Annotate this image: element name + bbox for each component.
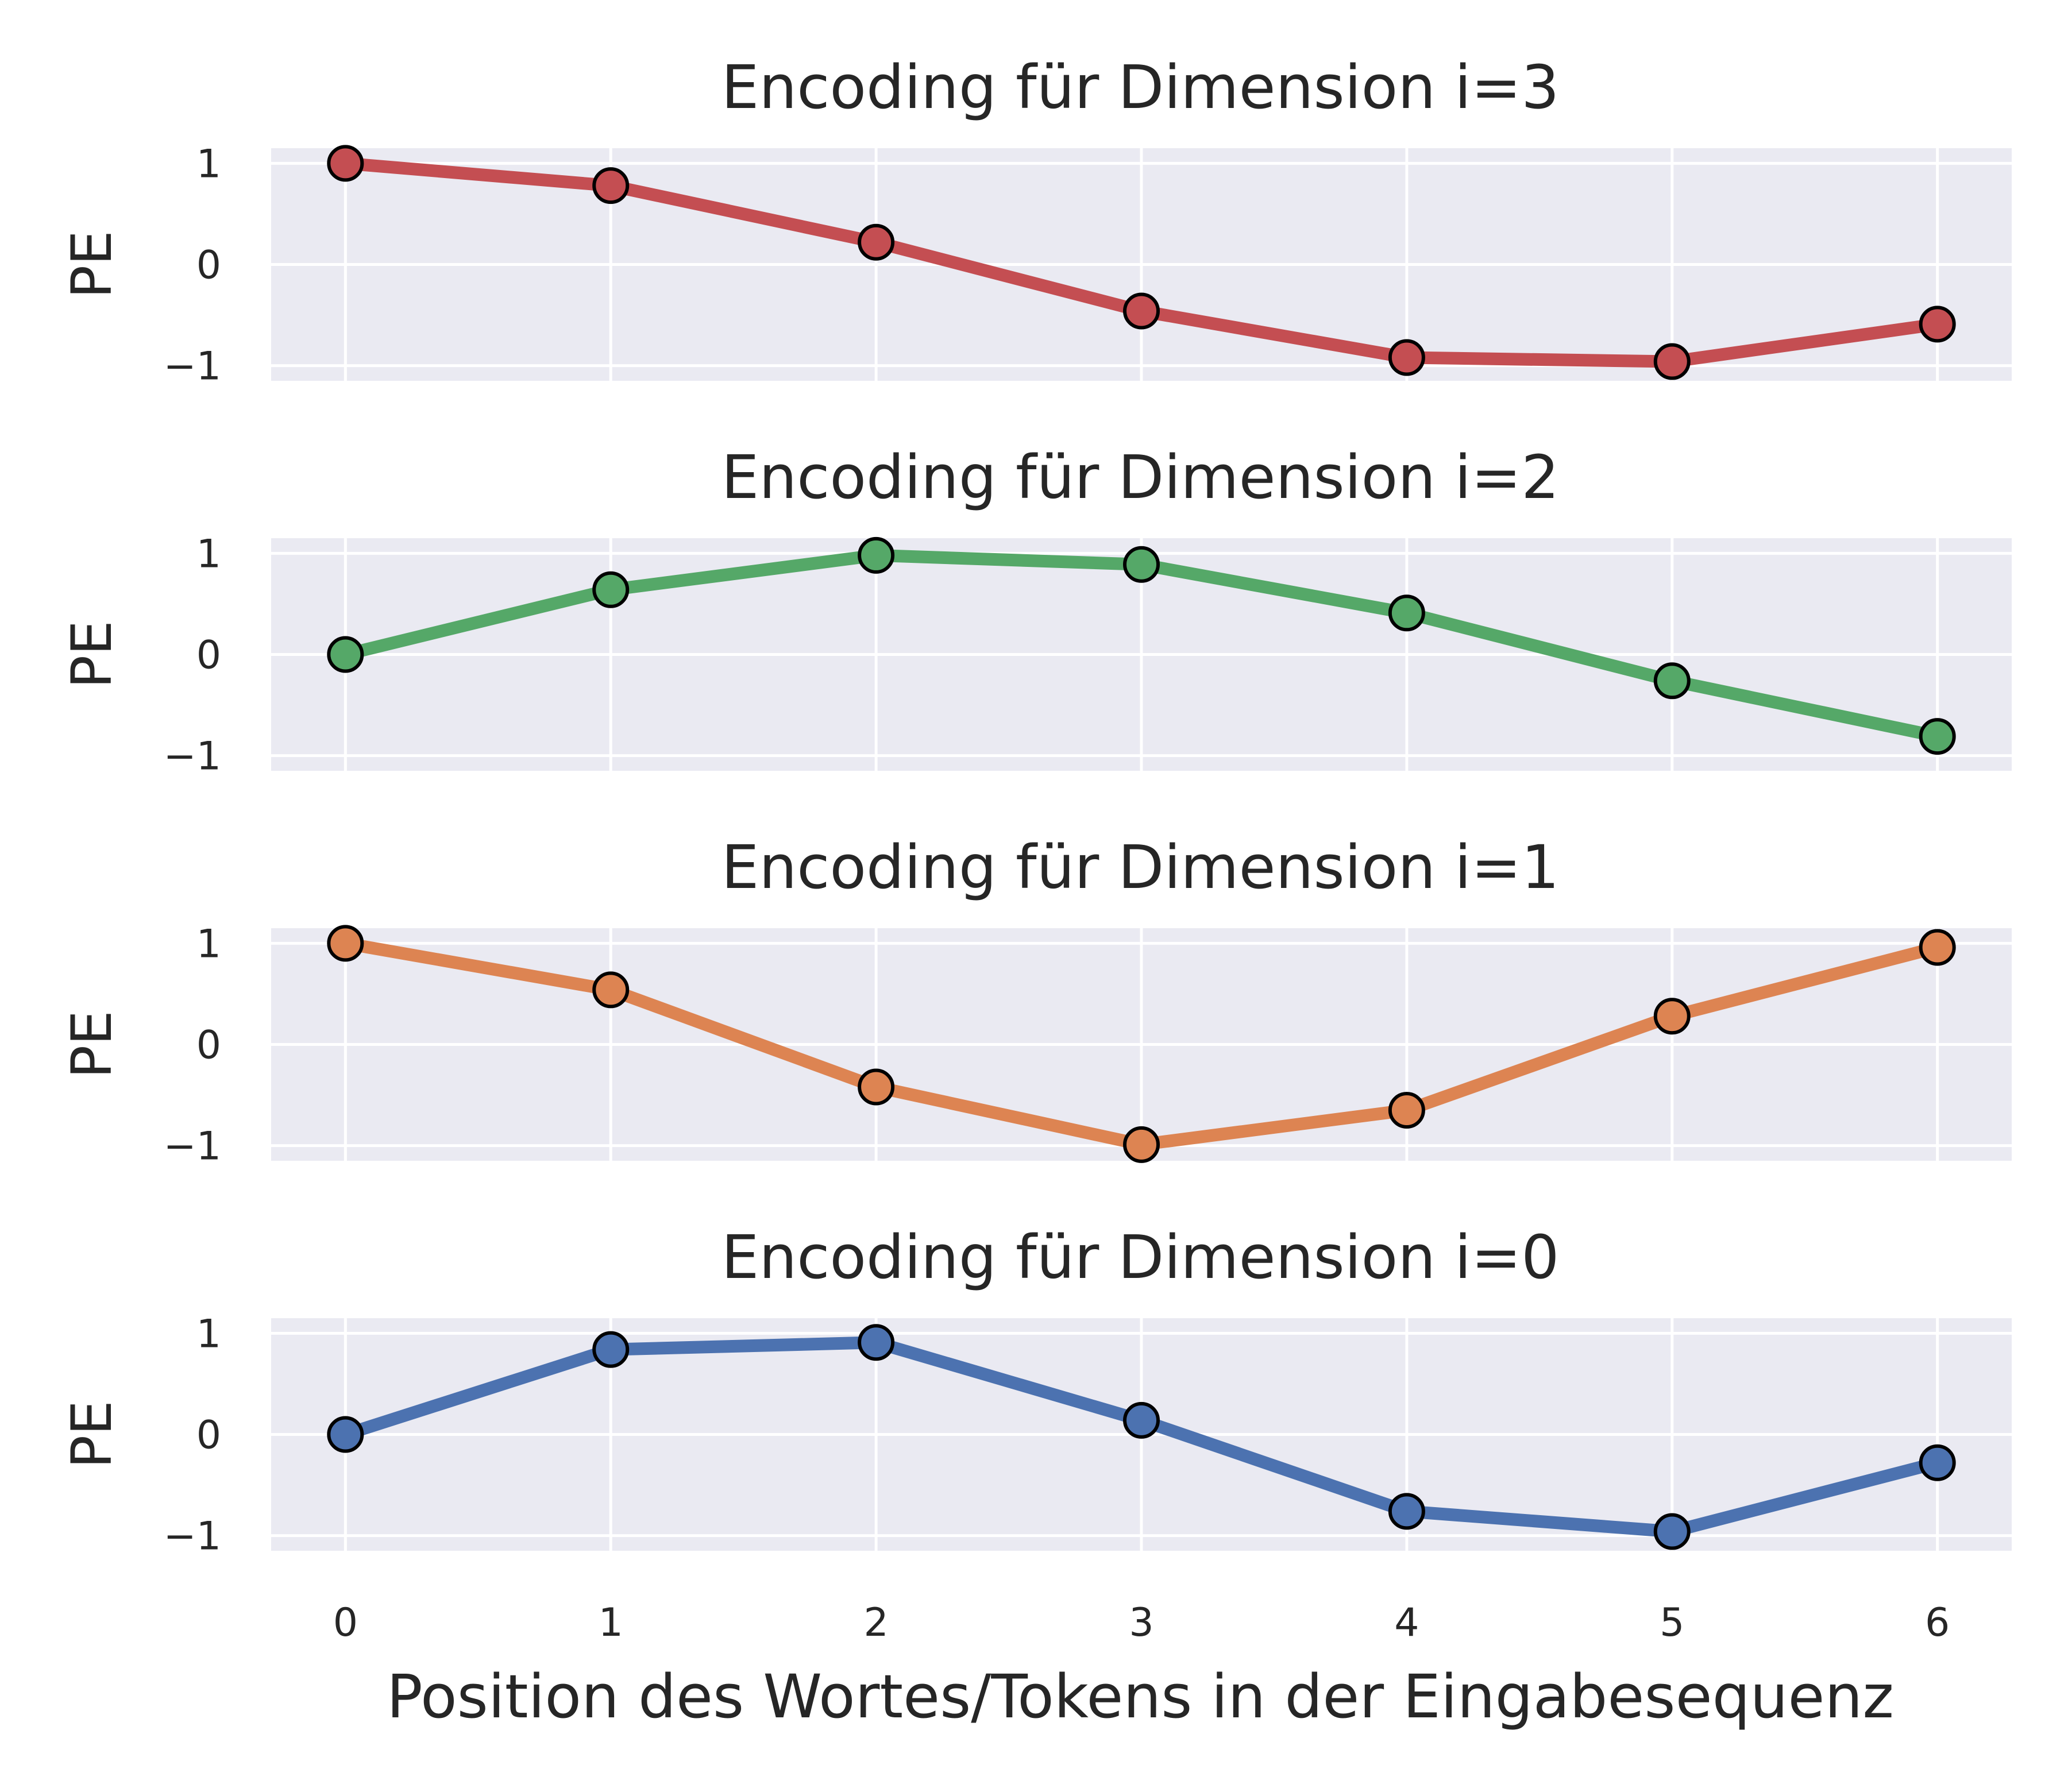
- x-tick-label: 2: [863, 1600, 888, 1646]
- data-point: [1388, 339, 1425, 376]
- y-axis-label: PE: [60, 620, 124, 689]
- data-point: [327, 925, 364, 962]
- y-tick-label: 1: [196, 141, 221, 187]
- data-point: [1123, 1126, 1160, 1163]
- data-point: [592, 971, 630, 1009]
- y-tick-label: 1: [196, 1311, 221, 1357]
- data-point: [1123, 546, 1160, 583]
- y-tick-label: 0: [196, 1023, 221, 1068]
- data-point: [327, 1416, 364, 1453]
- y-axis-label: PE: [60, 230, 124, 299]
- data-point: [327, 145, 364, 182]
- subplot-2: −1 0 1 Encoding für Dimension i=1 PE: [60, 832, 2012, 1169]
- subplot-panels: −1 0 1 Encoding für Dimension i=3 PE −1 0 1 Enco…: [60, 52, 2012, 1646]
- x-tick-label: 0: [333, 1600, 358, 1646]
- subplot-title: Encoding für Dimension i=1: [722, 832, 1560, 902]
- subplot-1: −1 0 1 Encoding für Dimension i=2 PE: [60, 442, 2012, 779]
- data-point: [1919, 929, 1956, 966]
- data-point: [858, 223, 895, 261]
- data-point: [1123, 1401, 1160, 1439]
- data-point: [1388, 1091, 1425, 1129]
- data-point: [1388, 1493, 1425, 1530]
- y-tick-label: 0: [196, 1413, 221, 1458]
- y-tick-label: 1: [196, 531, 221, 577]
- y-tick-label: −1: [164, 734, 221, 779]
- data-point: [1919, 718, 1956, 755]
- data-point: [1653, 998, 1691, 1035]
- y-tick-label: −1: [164, 1124, 221, 1169]
- x-tick-label: 1: [599, 1600, 623, 1646]
- data-point: [592, 1331, 630, 1368]
- data-point: [1653, 662, 1691, 700]
- y-tick-label: 1: [196, 921, 221, 967]
- subplot-title: Encoding für Dimension i=0: [722, 1222, 1560, 1292]
- data-point: [1388, 594, 1425, 632]
- x-axis-label: Position des Wortes/Tokens in der Eingab…: [387, 1662, 1894, 1732]
- subplot-title: Encoding für Dimension i=3: [722, 52, 1560, 122]
- x-tick-label: 4: [1394, 1600, 1419, 1646]
- y-tick-label: −1: [164, 1514, 221, 1559]
- y-axis-label: PE: [60, 1010, 124, 1079]
- subplot-0: −1 0 1 Encoding für Dimension i=3 PE: [60, 52, 2012, 389]
- subplot-title: Encoding für Dimension i=2: [722, 442, 1560, 512]
- y-tick-label: 0: [196, 243, 221, 288]
- subplot-3: −1 0 1 0 1 2 3 4 5 6 Encoding für Dimension i=0 PE: [60, 1222, 2012, 1646]
- data-point: [592, 571, 630, 608]
- data-point: [1653, 343, 1691, 380]
- data-point: [858, 1324, 895, 1361]
- y-tick-label: 0: [196, 633, 221, 678]
- data-point: [858, 536, 895, 574]
- data-point: [1653, 1513, 1691, 1550]
- x-tick-label: 5: [1660, 1600, 1684, 1646]
- data-point: [1919, 306, 1956, 343]
- y-tick-label: −1: [164, 344, 221, 389]
- data-point: [1123, 292, 1160, 330]
- y-axis-label: PE: [60, 1400, 124, 1469]
- x-tick-label: 3: [1129, 1600, 1153, 1646]
- x-tick-label: 6: [1925, 1600, 1950, 1646]
- data-point: [592, 167, 630, 204]
- data-point: [327, 636, 364, 673]
- data-point: [1919, 1444, 1956, 1481]
- data-point: [858, 1068, 895, 1106]
